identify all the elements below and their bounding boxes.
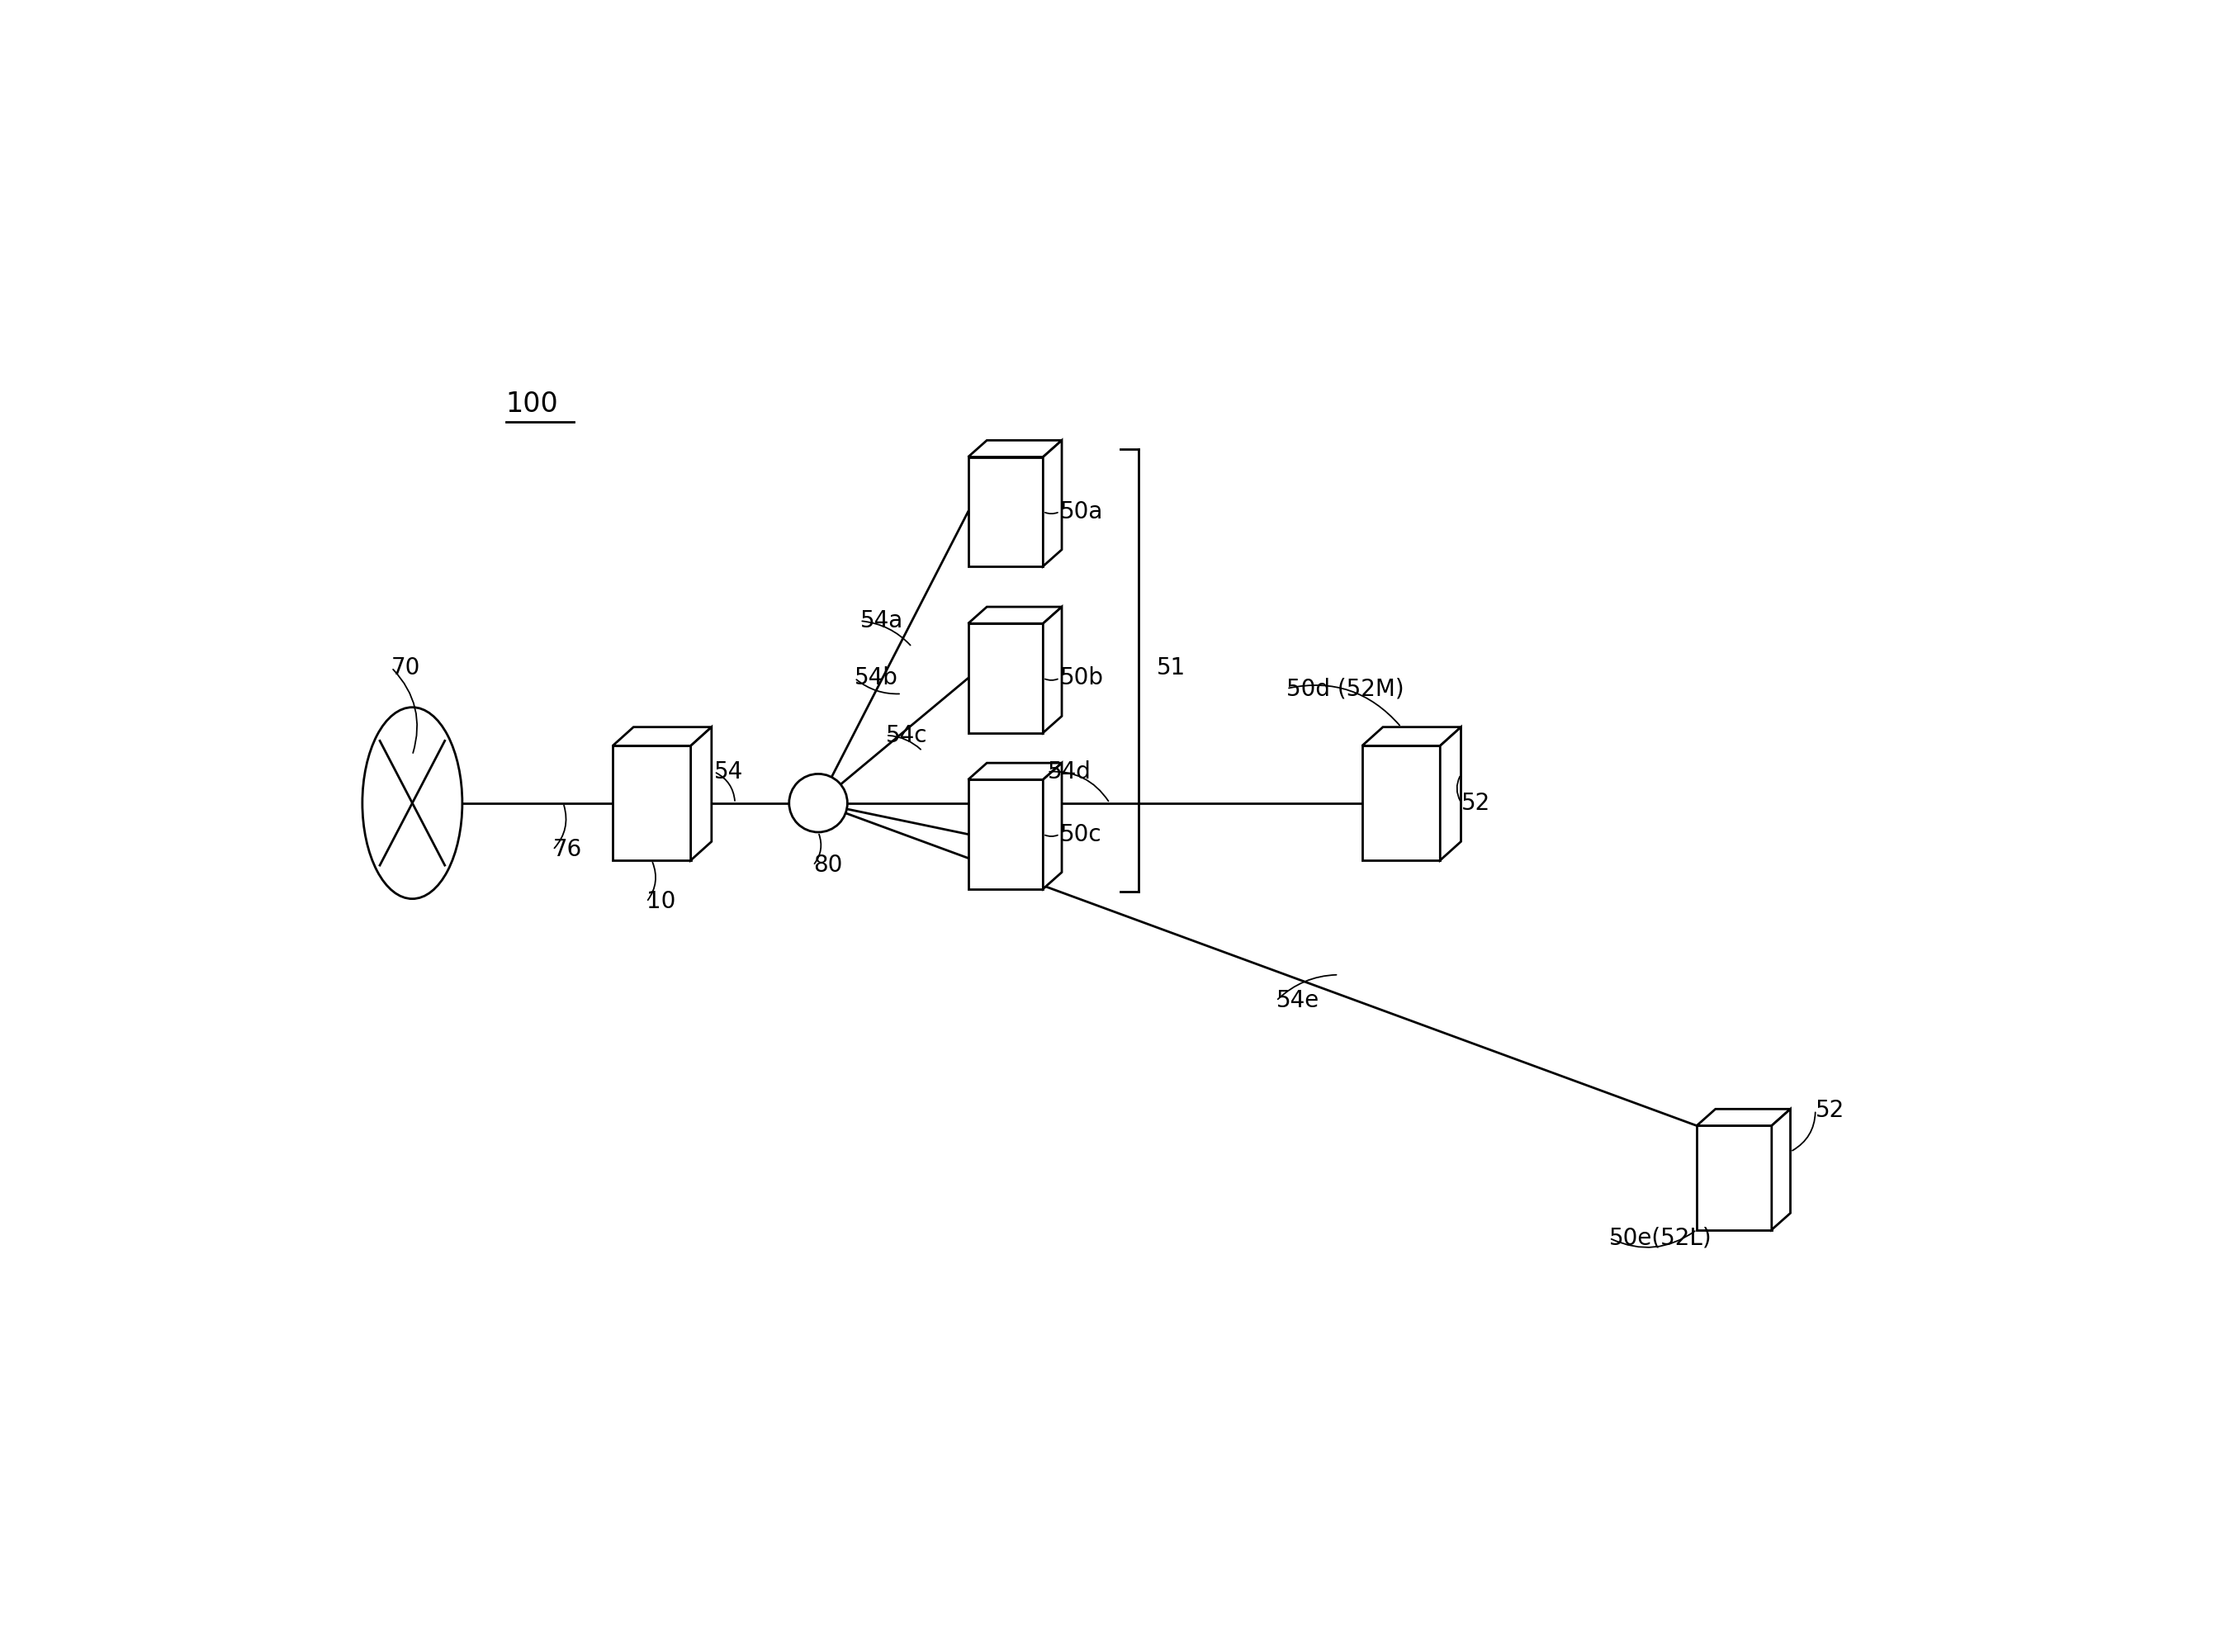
Polygon shape <box>1440 727 1460 861</box>
Text: 54a: 54a <box>860 610 902 633</box>
Polygon shape <box>612 727 711 745</box>
Text: 50d (52M): 50d (52M) <box>1287 677 1405 700</box>
Text: 80: 80 <box>813 854 842 877</box>
Polygon shape <box>968 458 1044 567</box>
Polygon shape <box>1044 763 1061 889</box>
Text: 54c: 54c <box>886 724 929 747</box>
Text: 70: 70 <box>392 656 421 679</box>
Text: 50e(52L): 50e(52L) <box>1609 1226 1713 1249</box>
Polygon shape <box>612 745 691 861</box>
Polygon shape <box>1363 727 1460 745</box>
Text: 52: 52 <box>1815 1099 1844 1122</box>
Text: 100: 100 <box>505 392 558 418</box>
Text: 76: 76 <box>552 838 583 861</box>
Text: 54: 54 <box>714 760 742 783</box>
Polygon shape <box>1044 441 1061 567</box>
Text: 10: 10 <box>647 890 676 914</box>
Polygon shape <box>1697 1108 1791 1125</box>
Text: 54b: 54b <box>855 667 897 689</box>
Text: 54e: 54e <box>1276 990 1319 1013</box>
Text: 52: 52 <box>1463 791 1491 814</box>
Polygon shape <box>968 623 1044 733</box>
Polygon shape <box>968 606 1061 623</box>
Polygon shape <box>691 727 711 861</box>
Polygon shape <box>1044 606 1061 733</box>
Text: 51: 51 <box>1157 656 1186 679</box>
Polygon shape <box>1697 1125 1771 1229</box>
Circle shape <box>789 773 847 833</box>
Text: 50b: 50b <box>1059 667 1104 689</box>
Ellipse shape <box>363 707 463 899</box>
Polygon shape <box>968 763 1061 780</box>
Text: 50a: 50a <box>1059 501 1104 524</box>
Text: 54d: 54d <box>1048 760 1090 783</box>
Polygon shape <box>1771 1108 1791 1229</box>
Text: 50c: 50c <box>1059 823 1101 846</box>
Polygon shape <box>968 780 1044 889</box>
Polygon shape <box>968 441 1061 458</box>
Polygon shape <box>1363 745 1440 861</box>
